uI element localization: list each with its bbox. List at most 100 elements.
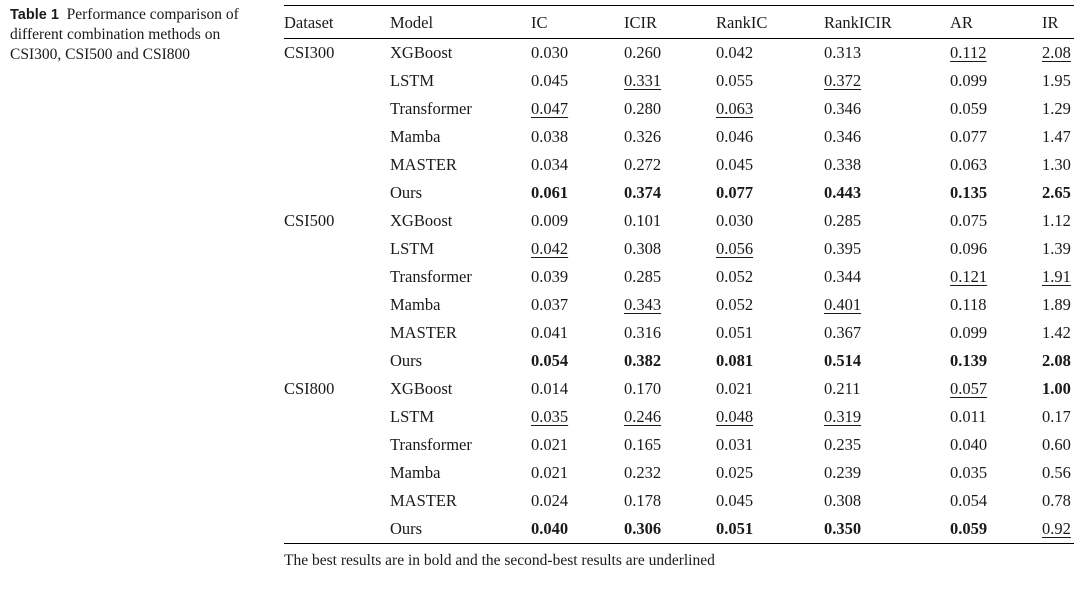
metric-cell: 0.374 <box>624 183 662 202</box>
model-cell: Transformer <box>390 267 472 286</box>
metric-cell: 1.95 <box>1042 71 1071 90</box>
metric-cell: 0.034 <box>531 155 569 174</box>
metric-cell: 0.040 <box>950 435 988 454</box>
metric-cell: 0.041 <box>531 323 569 342</box>
metric-cell: 1.47 <box>1042 127 1071 146</box>
table-row: Ours 0.040 0.306 0.051 0.350 0.059 0.92 <box>284 515 1074 543</box>
results-table: Dataset Model IC ICIR RankIC RankICIR AR IR CSI… <box>284 0 1074 571</box>
metric-cell: 1.91 <box>1042 267 1071 286</box>
metric-cell: 0.235 <box>824 435 862 454</box>
metric-cell: 0.021 <box>531 435 569 454</box>
metric-cell: 0.285 <box>824 211 862 230</box>
metric-cell: 0.030 <box>531 43 569 62</box>
table-row: CSI300 XGBoost 0.030 0.260 0.042 0.313 0.112 2.… <box>284 39 1074 67</box>
table-row: MASTER 0.034 0.272 0.045 0.338 0.063 1.30 <box>284 151 1074 179</box>
metric-cell: 0.077 <box>716 183 754 202</box>
table-row: Transformer 0.047 0.280 0.063 0.346 0.059 1.29 <box>284 95 1074 123</box>
metric-cell: 0.17 <box>1042 407 1071 426</box>
metric-cell: 0.038 <box>531 127 569 146</box>
metric-cell: 0.075 <box>950 211 988 230</box>
column-header: RankICIR <box>824 13 892 32</box>
column-header: Dataset <box>284 13 334 32</box>
metric-cell: 0.56 <box>1042 463 1071 482</box>
metric-cell: 0.052 <box>716 267 754 286</box>
model-cell: Ours <box>390 351 423 370</box>
metric-cell: 0.367 <box>824 323 862 342</box>
model-cell: XGBoost <box>390 379 453 398</box>
metric-cell: 0.139 <box>950 351 988 370</box>
metric-cell: 0.178 <box>624 491 662 510</box>
metric-cell: 0.316 <box>624 323 662 342</box>
metric-cell: 0.045 <box>716 491 754 510</box>
model-cell: Mamba <box>390 295 441 314</box>
metric-cell: 0.401 <box>824 295 862 314</box>
metric-cell: 0.319 <box>824 407 862 426</box>
model-cell: MASTER <box>390 155 457 174</box>
metric-cell: 2.65 <box>1042 183 1071 202</box>
metric-cell: 0.037 <box>531 295 569 314</box>
table-header-rule <box>284 38 1074 39</box>
metric-cell: 0.031 <box>716 435 754 454</box>
metric-cell: 0.239 <box>824 463 862 482</box>
model-cell: Mamba <box>390 127 441 146</box>
metric-cell: 0.331 <box>624 71 662 90</box>
metric-cell: 0.048 <box>716 407 754 426</box>
metric-cell: 0.165 <box>624 435 662 454</box>
metric-cell: 0.118 <box>950 295 987 314</box>
metric-cell: 0.042 <box>531 239 569 258</box>
model-cell: XGBoost <box>390 43 453 62</box>
metric-cell: 0.024 <box>531 491 569 510</box>
metric-cell: 0.260 <box>624 43 662 62</box>
metric-cell: 0.280 <box>624 99 662 118</box>
metric-cell: 0.025 <box>716 463 754 482</box>
table-header-row: Dataset Model IC ICIR RankIC RankICIR AR IR <box>284 6 1074 38</box>
metric-cell: 0.054 <box>531 351 569 370</box>
metric-cell: 0.063 <box>950 155 988 174</box>
metric-cell: 0.045 <box>531 71 569 90</box>
model-cell: Transformer <box>390 99 472 118</box>
table-row: Mamba 0.038 0.326 0.046 0.346 0.077 1.47 <box>284 123 1074 151</box>
table-row: CSI500 XGBoost 0.009 0.101 0.030 0.285 0.075 1.… <box>284 207 1074 235</box>
metric-cell: 0.308 <box>624 239 662 258</box>
metric-cell: 0.052 <box>716 295 754 314</box>
metric-cell: 0.246 <box>624 407 662 426</box>
metric-cell: 0.081 <box>716 351 754 370</box>
metric-cell: 0.60 <box>1042 435 1071 454</box>
metric-cell: 0.372 <box>824 71 862 90</box>
metric-cell: 0.054 <box>950 491 988 510</box>
metric-cell: 0.035 <box>950 463 988 482</box>
metric-cell: 0.308 <box>824 491 862 510</box>
table-row: LSTM 0.035 0.246 0.048 0.319 0.011 0.17 <box>284 403 1074 431</box>
table-row: MASTER 0.024 0.178 0.045 0.308 0.054 0.78 <box>284 487 1074 515</box>
metric-cell: 0.326 <box>624 127 662 146</box>
metric-cell: 0.057 <box>950 379 988 398</box>
table-row: Mamba 0.021 0.232 0.025 0.239 0.035 0.56 <box>284 459 1074 487</box>
table-bottom-rule <box>284 543 1074 544</box>
metric-cell: 0.077 <box>950 127 988 146</box>
table-top-rule <box>284 5 1074 6</box>
metric-cell: 0.350 <box>824 519 862 538</box>
metric-cell: 0.061 <box>531 183 569 202</box>
column-header: RankIC <box>716 13 768 32</box>
metric-cell: 1.12 <box>1042 211 1071 230</box>
metric-cell: 0.514 <box>824 351 862 370</box>
dataset-cell: CSI300 <box>284 43 335 62</box>
metric-cell: 1.29 <box>1042 99 1071 118</box>
metric-cell: 0.030 <box>716 211 754 230</box>
metric-cell: 0.059 <box>950 99 988 118</box>
model-cell: MASTER <box>390 491 457 510</box>
table-row: MASTER 0.041 0.316 0.051 0.367 0.099 1.42 <box>284 319 1074 347</box>
metric-cell: 1.39 <box>1042 239 1071 258</box>
model-cell: XGBoost <box>390 211 453 230</box>
metric-cell: 0.272 <box>624 155 662 174</box>
metric-cell: 0.306 <box>624 519 662 538</box>
metric-cell: 0.313 <box>824 43 862 62</box>
table-row: CSI800 XGBoost 0.014 0.170 0.021 0.211 0.057 1.… <box>284 375 1074 403</box>
metric-cell: 0.042 <box>716 43 754 62</box>
metric-cell: 0.047 <box>531 99 569 118</box>
metric-cell: 0.135 <box>950 183 988 202</box>
metric-cell: 1.00 <box>1042 379 1071 398</box>
metric-cell: 0.343 <box>624 295 662 314</box>
metric-cell: 1.30 <box>1042 155 1071 174</box>
metric-cell: 0.338 <box>824 155 862 174</box>
